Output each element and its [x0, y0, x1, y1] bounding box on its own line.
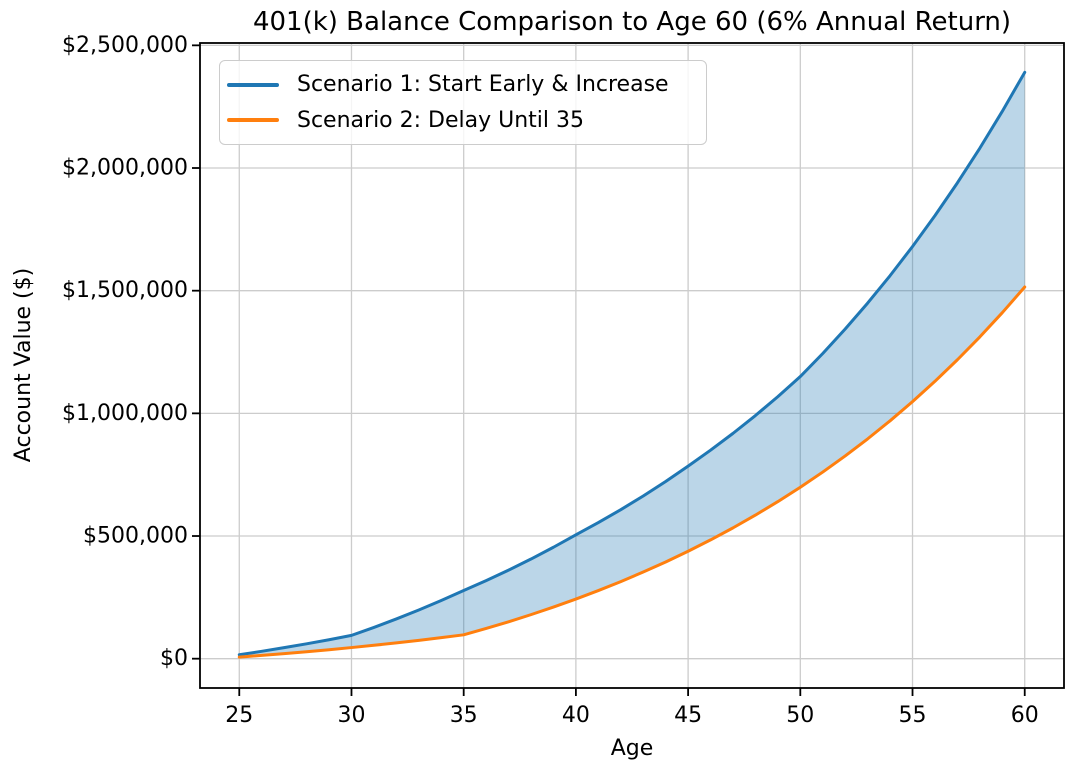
shaded-difference-area	[239, 72, 1025, 658]
x-tick-label: 25	[225, 703, 253, 728]
y-tick-label: $500,000	[83, 524, 188, 549]
x-tick-label: 55	[899, 703, 927, 728]
legend-line-swatch-scenario-2	[227, 118, 279, 123]
y-tick-label: $1,500,000	[62, 278, 188, 303]
axes-spines	[199, 42, 1065, 689]
legend-entry-scenario-1: Scenario 1: Start Early & Increase	[227, 67, 706, 103]
tick-labels: 25 30 35 40 45 50 55 60 $0 $500,000 $1,000,000 $1,5…	[62, 33, 1039, 728]
gridlines	[200, 43, 1064, 688]
y-tick-label: $0	[160, 646, 188, 671]
x-tick-label: 30	[337, 703, 365, 728]
x-tick-label: 35	[450, 703, 478, 728]
x-tick-label: 50	[786, 703, 814, 728]
chart-title: 401(k) Balance Comparison to Age 60 (6% …	[253, 7, 1011, 37]
fill-between-area	[239, 72, 1025, 658]
y-axis-label: Account Value ($)	[11, 268, 36, 462]
x-tick-label: 40	[562, 703, 590, 728]
legend: Scenario 1: Start Early & Increase Scena…	[219, 60, 707, 145]
line-series-1	[237, 70, 1027, 657]
y-tick-label: $2,500,000	[62, 33, 188, 58]
tick-marks	[192, 44, 1026, 696]
data-lines	[237, 70, 1027, 659]
line-series-2	[237, 285, 1027, 659]
legend-label-scenario-2: Scenario 2: Delay Until 35	[297, 107, 584, 133]
y-tick-label: $2,000,000	[62, 156, 188, 181]
x-tick-label: 60	[1011, 703, 1039, 728]
y-tick-label: $1,000,000	[62, 401, 188, 426]
x-tick-label: 45	[674, 703, 702, 728]
legend-line-swatch-scenario-1	[227, 82, 279, 87]
plot-border	[199, 42, 1065, 689]
legend-label-scenario-1: Scenario 1: Start Early & Increase	[297, 72, 669, 98]
legend-entry-scenario-2: Scenario 2: Delay Until 35	[227, 103, 706, 139]
x-axis-label: Age	[611, 736, 654, 761]
